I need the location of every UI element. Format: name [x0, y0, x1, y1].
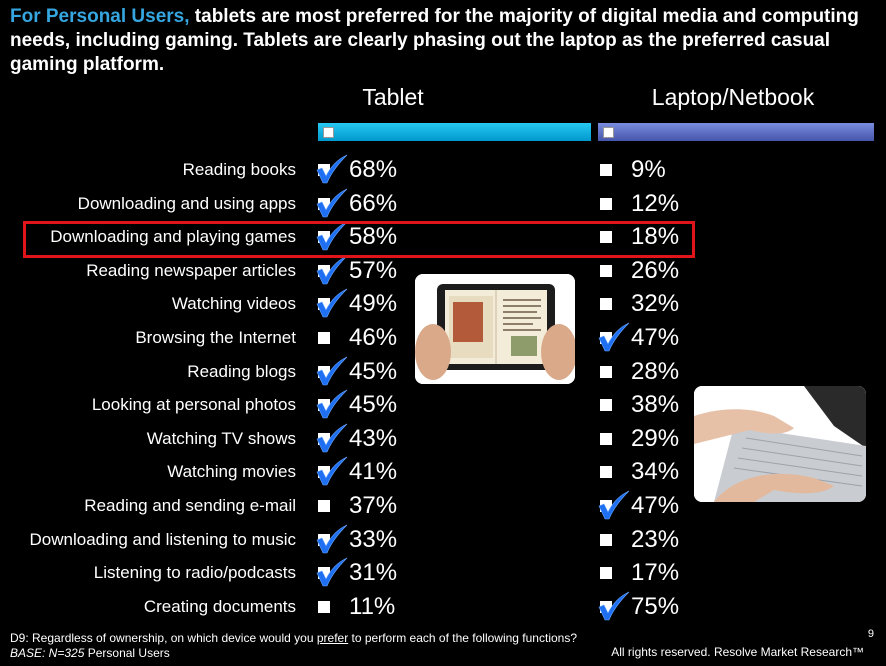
percent-label: 23% — [631, 525, 680, 553]
percent-label: 18% — [631, 223, 680, 251]
laptop-photo — [694, 386, 866, 502]
footnote: D9: Regardless of ownership, on which de… — [10, 631, 577, 661]
percent-label: 28% — [631, 357, 680, 385]
row-label: Browsing the Internet — [135, 328, 296, 347]
row-label: Downloading and using apps — [77, 193, 296, 213]
headline-rest: tablets are most preferred for the major… — [10, 6, 859, 75]
row-label: Reading newspaper articles — [86, 260, 296, 280]
check-mark-icon — [316, 255, 348, 285]
row-label: Listening to radio/podcasts — [93, 563, 296, 583]
checkbox — [600, 365, 612, 378]
tablet-photo — [415, 274, 575, 384]
tablet-header-bar — [318, 123, 591, 141]
checkbox — [600, 399, 612, 412]
check-mark-icon — [316, 557, 348, 587]
question-post: to perform each of the following functio… — [348, 631, 577, 645]
percent-label: 47% — [631, 324, 680, 351]
check-mark-icon — [598, 490, 630, 520]
check-mark-icon — [316, 423, 348, 453]
percent-label: 57% — [349, 256, 398, 284]
copyright: All rights reserved. Resolve Market Rese… — [611, 645, 864, 659]
row-label: Reading books — [182, 160, 296, 179]
percent-label: 26% — [631, 256, 680, 284]
checkbox — [600, 432, 612, 445]
checkbox — [600, 231, 612, 244]
tablet-column-header: Tablet — [362, 84, 424, 110]
percent-label: 41% — [349, 458, 398, 486]
percent-label: 31% — [349, 559, 398, 587]
highlight-box — [23, 221, 695, 258]
percent-label: 33% — [349, 525, 398, 553]
row-label: Downloading and listening to music — [29, 529, 297, 549]
percent-label: 17% — [631, 559, 680, 587]
base-rest: Personal Users — [84, 646, 170, 660]
check-mark-icon — [316, 154, 348, 184]
row-label: Looking at personal photos — [91, 395, 296, 415]
percent-label: 75% — [631, 592, 680, 620]
checkbox — [318, 332, 330, 344]
page-number: 9 — [867, 628, 874, 640]
laptop-column-header: Laptop/Netbook — [651, 84, 815, 110]
percent-label: 49% — [349, 290, 398, 318]
headline-lead: For Personal Users, — [10, 6, 190, 27]
base-text: BASE: N=325 Personal Users — [10, 646, 577, 661]
percent-label: 38% — [631, 391, 680, 419]
checkbox — [600, 466, 612, 479]
tablet-photo-image — [415, 274, 575, 384]
check-mark-icon — [598, 591, 630, 621]
row-label: Creating documents — [143, 596, 296, 616]
percent-label: 12% — [631, 189, 680, 217]
percent-label: 9% — [631, 156, 666, 183]
checkbox — [318, 600, 330, 613]
percent-label: 11% — [349, 592, 396, 620]
percent-label: 37% — [349, 492, 398, 519]
check-mark-icon — [316, 356, 348, 385]
row-label: Downloading and playing games — [50, 227, 296, 247]
percent-label: 29% — [631, 424, 680, 452]
percent-label: 47% — [631, 492, 680, 519]
checkbox — [600, 533, 612, 546]
percent-label: 43% — [349, 424, 398, 452]
check-mark-icon — [316, 524, 348, 553]
percent-label: 66% — [349, 189, 398, 217]
row-label: Watching movies — [167, 462, 296, 482]
check-mark-icon — [316, 188, 348, 217]
percent-label: 32% — [631, 290, 680, 318]
laptop-header-checkbox — [603, 127, 614, 138]
percent-label: 58% — [349, 223, 398, 251]
checkbox — [318, 500, 330, 512]
check-mark-icon — [316, 389, 348, 419]
row-label: Reading blogs — [187, 361, 296, 381]
headline: For Personal Users, tablets are most pre… — [10, 5, 870, 77]
percent-label: 46% — [349, 324, 398, 351]
checkbox — [600, 298, 612, 311]
question-text: D9: Regardless of ownership, on which de… — [10, 631, 577, 646]
question-emphasis: prefer — [316, 631, 349, 645]
check-mark-icon — [316, 289, 348, 318]
base-label: BASE: N=325 — [10, 646, 85, 660]
laptop-photo-image — [694, 386, 866, 502]
checkbox — [600, 567, 612, 580]
question-pre: D9: Regardless of ownership, on which de… — [10, 631, 317, 645]
laptop-header-bar — [598, 123, 874, 141]
checkbox — [600, 197, 612, 210]
row-label: Watching videos — [171, 294, 296, 314]
row-label: Reading and sending e-mail — [84, 496, 296, 515]
percent-label: 45% — [349, 357, 398, 385]
row-label: Watching TV shows — [146, 428, 296, 448]
checkbox — [600, 164, 612, 176]
percent-label: 45% — [349, 391, 398, 419]
tablet-header-checkbox — [323, 127, 334, 138]
percent-label: 34% — [631, 458, 680, 486]
checkbox — [600, 264, 612, 277]
check-mark-icon — [316, 457, 348, 486]
percent-label: 68% — [349, 156, 398, 183]
check-mark-icon — [598, 322, 630, 352]
